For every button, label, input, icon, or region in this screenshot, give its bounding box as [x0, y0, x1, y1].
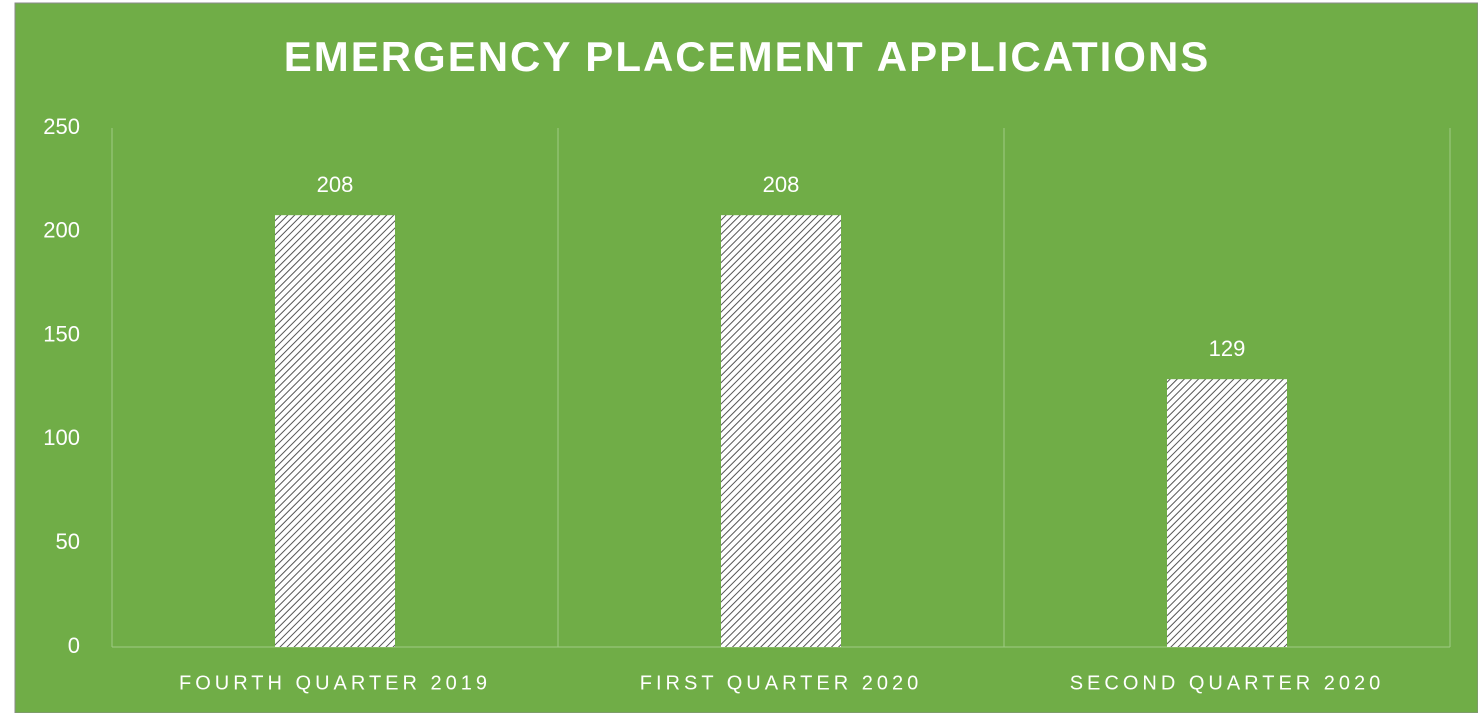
x-tick-label: SECOND QUARTER 2020 [1070, 672, 1385, 694]
data-label: 129 [1209, 336, 1246, 361]
y-tick-label: 200 [43, 218, 80, 243]
y-tick-label: 100 [43, 425, 80, 450]
y-tick-label: 150 [43, 321, 80, 346]
data-label: 208 [763, 172, 800, 197]
bar [721, 215, 841, 647]
x-tick-label: FOURTH QUARTER 2019 [179, 672, 491, 694]
bar [1167, 379, 1287, 647]
bar [275, 215, 395, 647]
data-label: 208 [317, 172, 354, 197]
x-tick-label: FIRST QUARTER 2020 [640, 672, 922, 694]
y-tick-label: 250 [43, 114, 80, 139]
y-tick-label: 50 [56, 529, 80, 554]
y-tick-label: 0 [68, 633, 80, 658]
chart-title: EMERGENCY PLACEMENT APPLICATIONS [284, 33, 1211, 80]
